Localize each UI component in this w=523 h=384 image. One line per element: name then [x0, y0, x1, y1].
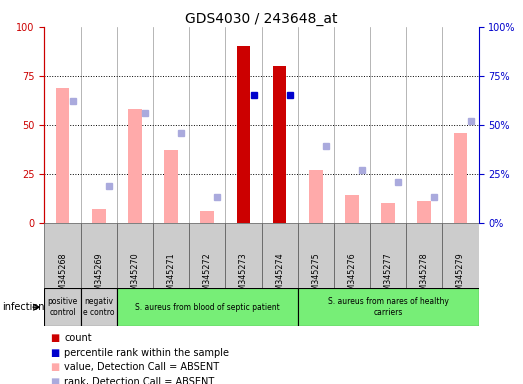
Text: ■: ■ [50, 333, 59, 343]
Bar [55, 88, 70, 223]
Bar [117, 288, 298, 326]
Text: rank, Detection Call = ABSENT: rank, Detection Call = ABSENT [64, 377, 214, 384]
Text: value, Detection Call = ABSENT: value, Detection Call = ABSENT [64, 362, 220, 372]
Text: GSM345272: GSM345272 [203, 252, 212, 301]
Text: count: count [64, 333, 92, 343]
Text: GSM345269: GSM345269 [94, 252, 103, 301]
Bar [453, 132, 468, 223]
Bar [262, 223, 298, 288]
Text: GSM345279: GSM345279 [456, 252, 465, 301]
Bar [128, 109, 142, 223]
Bar [92, 209, 106, 223]
Bar [117, 223, 153, 288]
Text: GSM345268: GSM345268 [58, 252, 67, 301]
Bar [164, 150, 178, 223]
Bar [406, 223, 442, 288]
Text: infection: infection [3, 302, 45, 312]
Bar [81, 223, 117, 288]
Bar [345, 195, 359, 223]
Text: GSM345276: GSM345276 [347, 252, 357, 301]
Text: ■: ■ [50, 377, 59, 384]
Text: ■: ■ [50, 362, 59, 372]
Bar [236, 46, 251, 223]
Text: negativ
e contro: negativ e contro [83, 298, 115, 317]
Bar [370, 223, 406, 288]
Text: percentile rank within the sample: percentile rank within the sample [64, 348, 229, 358]
Bar [334, 223, 370, 288]
Text: S. aureus from nares of healthy
carriers: S. aureus from nares of healthy carriers [328, 298, 449, 317]
Bar [189, 223, 225, 288]
Bar [225, 223, 262, 288]
Bar [298, 223, 334, 288]
Bar [381, 203, 395, 223]
Text: GSM345273: GSM345273 [239, 252, 248, 301]
Title: GDS4030 / 243648_at: GDS4030 / 243648_at [185, 12, 338, 26]
Text: ■: ■ [50, 348, 59, 358]
Text: S. aureus from blood of septic patient: S. aureus from blood of septic patient [135, 303, 280, 312]
Bar [44, 288, 81, 326]
Text: GSM345274: GSM345274 [275, 252, 284, 301]
Bar [200, 211, 214, 223]
Text: positive
control: positive control [48, 298, 78, 317]
Text: GSM345277: GSM345277 [383, 252, 393, 301]
Text: GSM345271: GSM345271 [166, 252, 176, 301]
Bar [442, 223, 479, 288]
Bar [44, 223, 81, 288]
Bar [417, 201, 431, 223]
Text: GSM345270: GSM345270 [130, 252, 140, 301]
Text: GSM345275: GSM345275 [311, 252, 320, 301]
Bar [272, 66, 287, 223]
Bar [153, 223, 189, 288]
Bar [309, 170, 323, 223]
Bar [81, 288, 117, 326]
Bar [298, 288, 479, 326]
Text: GSM345278: GSM345278 [420, 252, 429, 301]
